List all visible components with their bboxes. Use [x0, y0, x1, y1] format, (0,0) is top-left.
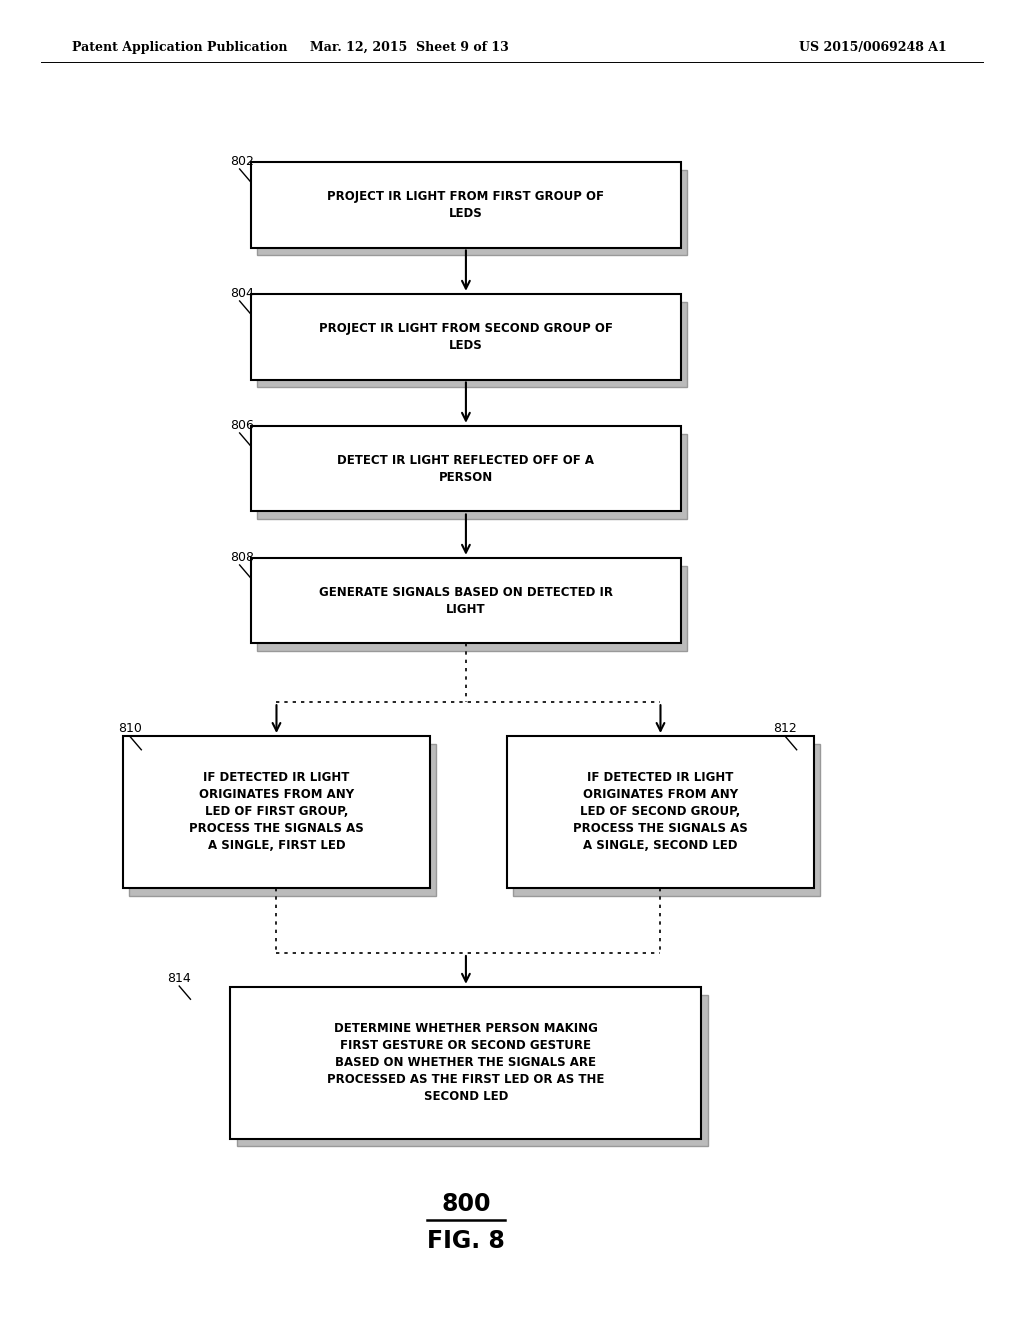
FancyBboxPatch shape [251, 293, 681, 380]
Text: DETERMINE WHETHER PERSON MAKING
FIRST GESTURE OR SECOND GESTURE
BASED ON WHETHER: DETERMINE WHETHER PERSON MAKING FIRST GE… [328, 1022, 604, 1104]
FancyBboxPatch shape [257, 301, 687, 388]
Text: Mar. 12, 2015  Sheet 9 of 13: Mar. 12, 2015 Sheet 9 of 13 [310, 41, 509, 54]
Text: 806: 806 [230, 418, 254, 432]
Text: FIG. 8: FIG. 8 [427, 1229, 505, 1253]
FancyBboxPatch shape [129, 744, 436, 895]
Text: US 2015/0069248 A1: US 2015/0069248 A1 [799, 41, 946, 54]
FancyBboxPatch shape [257, 565, 687, 651]
FancyBboxPatch shape [507, 737, 814, 887]
FancyBboxPatch shape [257, 433, 687, 519]
FancyBboxPatch shape [251, 425, 681, 511]
Text: PROJECT IR LIGHT FROM SECOND GROUP OF
LEDS: PROJECT IR LIGHT FROM SECOND GROUP OF LE… [319, 322, 612, 351]
FancyBboxPatch shape [513, 744, 820, 895]
FancyBboxPatch shape [257, 170, 687, 256]
Text: PROJECT IR LIGHT FROM FIRST GROUP OF
LEDS: PROJECT IR LIGHT FROM FIRST GROUP OF LED… [328, 190, 604, 219]
Text: 800: 800 [441, 1192, 490, 1216]
FancyBboxPatch shape [251, 557, 681, 643]
Text: DETECT IR LIGHT REFLECTED OFF OF A
PERSON: DETECT IR LIGHT REFLECTED OFF OF A PERSO… [338, 454, 594, 483]
FancyBboxPatch shape [123, 737, 430, 887]
Text: Patent Application Publication: Patent Application Publication [72, 41, 287, 54]
Text: IF DETECTED IR LIGHT
ORIGINATES FROM ANY
LED OF SECOND GROUP,
PROCESS THE SIGNAL: IF DETECTED IR LIGHT ORIGINATES FROM ANY… [573, 771, 748, 853]
Text: 814: 814 [167, 972, 190, 985]
Text: IF DETECTED IR LIGHT
ORIGINATES FROM ANY
LED OF FIRST GROUP,
PROCESS THE SIGNALS: IF DETECTED IR LIGHT ORIGINATES FROM ANY… [189, 771, 364, 853]
FancyBboxPatch shape [237, 995, 708, 1146]
Text: 804: 804 [230, 286, 254, 300]
Text: 812: 812 [773, 722, 797, 735]
Text: 802: 802 [230, 154, 254, 168]
Text: GENERATE SIGNALS BASED ON DETECTED IR
LIGHT: GENERATE SIGNALS BASED ON DETECTED IR LI… [318, 586, 613, 615]
FancyBboxPatch shape [251, 162, 681, 248]
Text: 808: 808 [230, 550, 254, 564]
FancyBboxPatch shape [230, 987, 701, 1138]
Text: 810: 810 [118, 722, 141, 735]
